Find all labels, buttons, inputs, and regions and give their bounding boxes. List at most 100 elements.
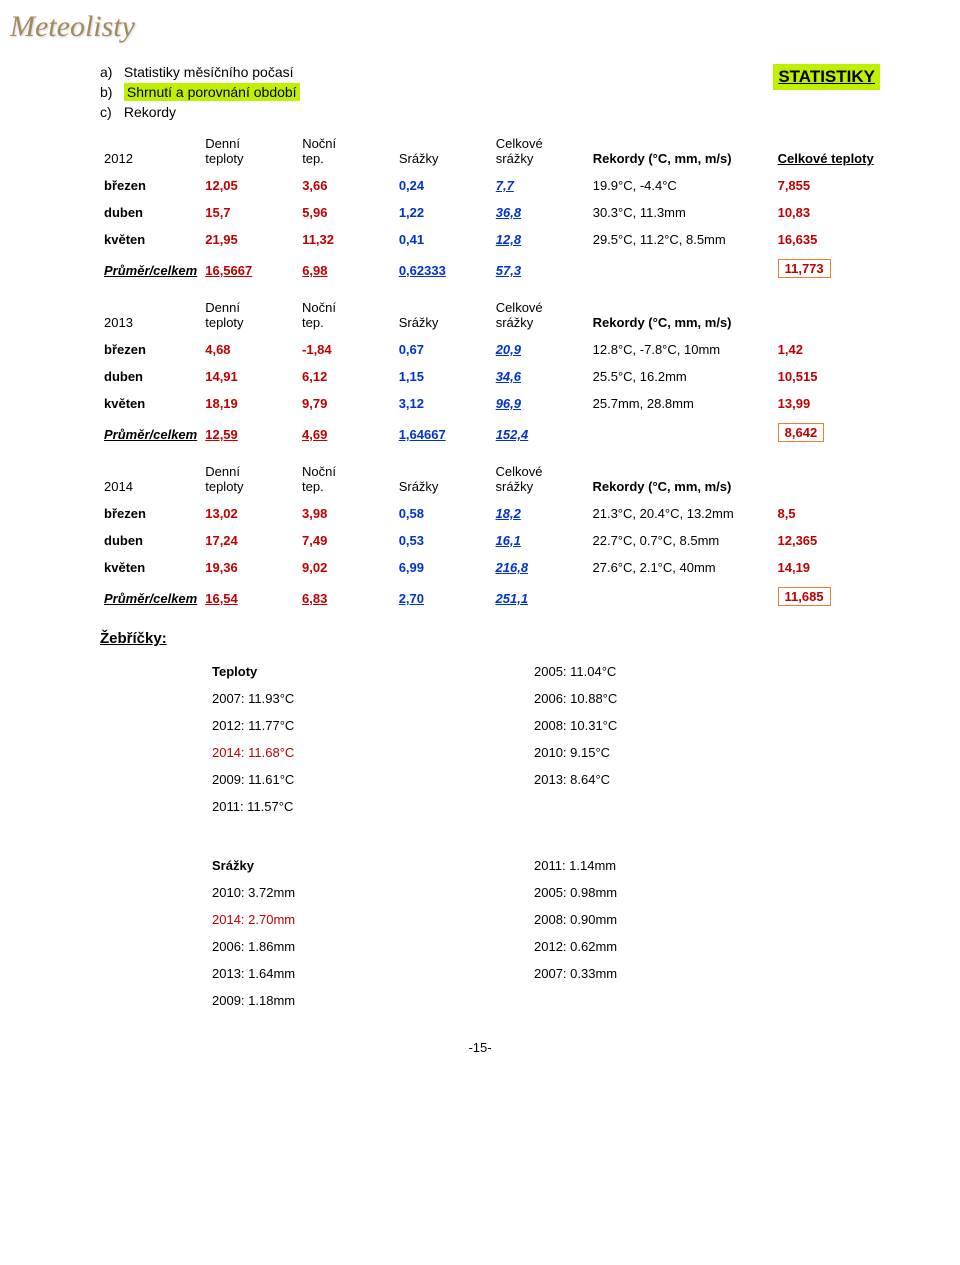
col-header: Srážky <box>395 130 492 172</box>
month-cell: květen <box>100 554 201 581</box>
value-cell: 7,7 <box>492 172 589 199</box>
rank-row: 2014: 11.68°C2010: 9.15°C <box>202 740 844 765</box>
total-cell: 16,635 <box>774 226 900 253</box>
col-header: Rekordy (°C, mm, m/s) <box>589 294 774 336</box>
table-row: květen18,199,793,1296,925.7mm, 28.8mm13,… <box>100 390 900 417</box>
table-summary-row: Průměr/celkem16,546,832,70251,111,685 <box>100 581 900 612</box>
value-cell: 18,19 <box>201 390 298 417</box>
month-cell: březen <box>100 500 201 527</box>
record-cell: 29.5°C, 11.2°C, 8.5mm <box>589 226 774 253</box>
col-header: Srážky <box>395 294 492 336</box>
value-cell: 15,7 <box>201 199 298 226</box>
rank-row: 2009: 11.61°C2013: 8.64°C <box>202 767 844 792</box>
col-header <box>774 458 901 500</box>
record-cell: 21.3°C, 20.4°C, 13.2mm <box>589 500 774 527</box>
year-table: 2014DenníteplotyNočnítep.SrážkyCelkovésr… <box>100 458 900 612</box>
month-cell: duben <box>100 527 201 554</box>
col-header <box>774 294 900 336</box>
summary-cell: 251,1 <box>492 581 589 612</box>
toc-marker: b) <box>100 84 120 100</box>
summary-cell: 16,5667 <box>201 253 298 284</box>
total-cell: 1,42 <box>774 336 900 363</box>
record-cell: 25.5°C, 16.2mm <box>589 363 774 390</box>
month-cell: květen <box>100 390 201 417</box>
month-cell: duben <box>100 363 201 390</box>
col-header: Celkovésrážky <box>492 130 589 172</box>
toc-text: Statistiky měsíčního počasí <box>124 64 294 80</box>
col-header: Rekordy (°C, mm, m/s) <box>589 130 774 172</box>
value-cell: 6,12 <box>298 363 395 390</box>
value-cell: 0,58 <box>395 500 492 527</box>
rank-cell: 2014: 11.68°C <box>202 740 522 765</box>
rank-row: 2009: 1.18mm <box>202 988 844 1013</box>
year-table: 2012DenníteplotyNočnítep.SrážkyCelkovésr… <box>100 130 900 284</box>
total-cell: 12,365 <box>774 527 901 554</box>
table-header-row: 2012DenníteplotyNočnítep.SrážkyCelkovésr… <box>100 130 900 172</box>
rank-cell: 2011: 1.14mm <box>524 853 844 878</box>
col-header: Denníteploty <box>201 130 298 172</box>
col-header: Denníteploty <box>201 458 298 500</box>
year-cell: 2012 <box>100 130 201 172</box>
summary-cell: 57,3 <box>492 253 589 284</box>
value-cell: 9,02 <box>298 554 395 581</box>
value-cell: 36,8 <box>492 199 589 226</box>
toc-item: c) Rekordy <box>100 104 900 120</box>
month-cell: březen <box>100 336 201 363</box>
value-cell: 4,68 <box>201 336 298 363</box>
rank-cell: 2013: 8.64°C <box>524 767 844 792</box>
value-cell: 96,9 <box>492 390 589 417</box>
rank-label: Teploty <box>202 659 522 684</box>
value-cell: 14,91 <box>201 363 298 390</box>
rank-cell: 2005: 0.98mm <box>524 880 844 905</box>
table-row: březen13,023,980,5818,221.3°C, 20.4°C, 1… <box>100 500 900 527</box>
value-cell: 12,05 <box>201 172 298 199</box>
value-cell: 216,8 <box>492 554 589 581</box>
logo: Meteolisty <box>0 0 960 44</box>
rankings-teploty: Teploty2005: 11.04°C2007: 11.93°C2006: 1… <box>200 657 846 821</box>
rank-cell: 2010: 9.15°C <box>524 740 844 765</box>
total-cell: 13,99 <box>774 390 900 417</box>
value-cell: 3,98 <box>298 500 395 527</box>
col-header: Nočnítep. <box>298 458 395 500</box>
rankings-srazky: Srážky2011: 1.14mm2010: 3.72mm2005: 0.98… <box>200 851 846 1015</box>
summary-cell: 0,62333 <box>395 253 492 284</box>
rank-cell <box>524 794 844 819</box>
value-cell: -1,84 <box>298 336 395 363</box>
page-number: -15- <box>0 1040 960 1055</box>
rank-row: 2014: 2.70mm2008: 0.90mm <box>202 907 844 932</box>
summary-cell: 12,59 <box>201 417 298 448</box>
page-content: STATISTIKY a) Statistiky měsíčního počas… <box>0 64 960 1035</box>
summary-cell: 1,64667 <box>395 417 492 448</box>
rank-cell: 2010: 3.72mm <box>202 880 522 905</box>
summary-cell: 2,70 <box>395 581 492 612</box>
value-cell: 9,79 <box>298 390 395 417</box>
value-cell: 3,12 <box>395 390 492 417</box>
rank-header: Teploty2005: 11.04°C <box>202 659 844 684</box>
summary-total: 11,685 <box>774 581 901 612</box>
table-row: duben15,75,961,2236,830.3°C, 11.3mm10,83 <box>100 199 900 226</box>
rank-cell: 2007: 0.33mm <box>524 961 844 986</box>
year-table: 2013DenníteplotyNočnítep.SrážkyCelkovésr… <box>100 294 900 448</box>
col-header: Srážky <box>395 458 492 500</box>
rank-row: 2012: 11.77°C2008: 10.31°C <box>202 713 844 738</box>
summary-total: 11,773 <box>774 253 900 284</box>
table-header-row: 2013DenníteplotyNočnítep.SrážkyCelkovésr… <box>100 294 900 336</box>
summary-label: Průměr/celkem <box>100 581 201 612</box>
record-cell: 27.6°C, 2.1°C, 40mm <box>589 554 774 581</box>
toc-text: Rekordy <box>124 104 176 120</box>
month-cell: březen <box>100 172 201 199</box>
rank-row: 2011: 11.57°C <box>202 794 844 819</box>
rank-cell: 2008: 10.31°C <box>524 713 844 738</box>
value-cell: 0,24 <box>395 172 492 199</box>
value-cell: 3,66 <box>298 172 395 199</box>
zebricky-heading: Žebříčky: <box>100 630 900 647</box>
rank-cell: 2005: 11.04°C <box>524 659 844 684</box>
summary-cell <box>589 417 774 448</box>
summary-cell: 152,4 <box>492 417 589 448</box>
table-summary-row: Průměr/celkem16,56676,980,6233357,311,77… <box>100 253 900 284</box>
value-cell: 5,96 <box>298 199 395 226</box>
value-cell: 13,02 <box>201 500 298 527</box>
value-cell: 17,24 <box>201 527 298 554</box>
toc-text: Shrnutí a porovnání období <box>124 83 300 101</box>
col-header: Denníteploty <box>201 294 298 336</box>
